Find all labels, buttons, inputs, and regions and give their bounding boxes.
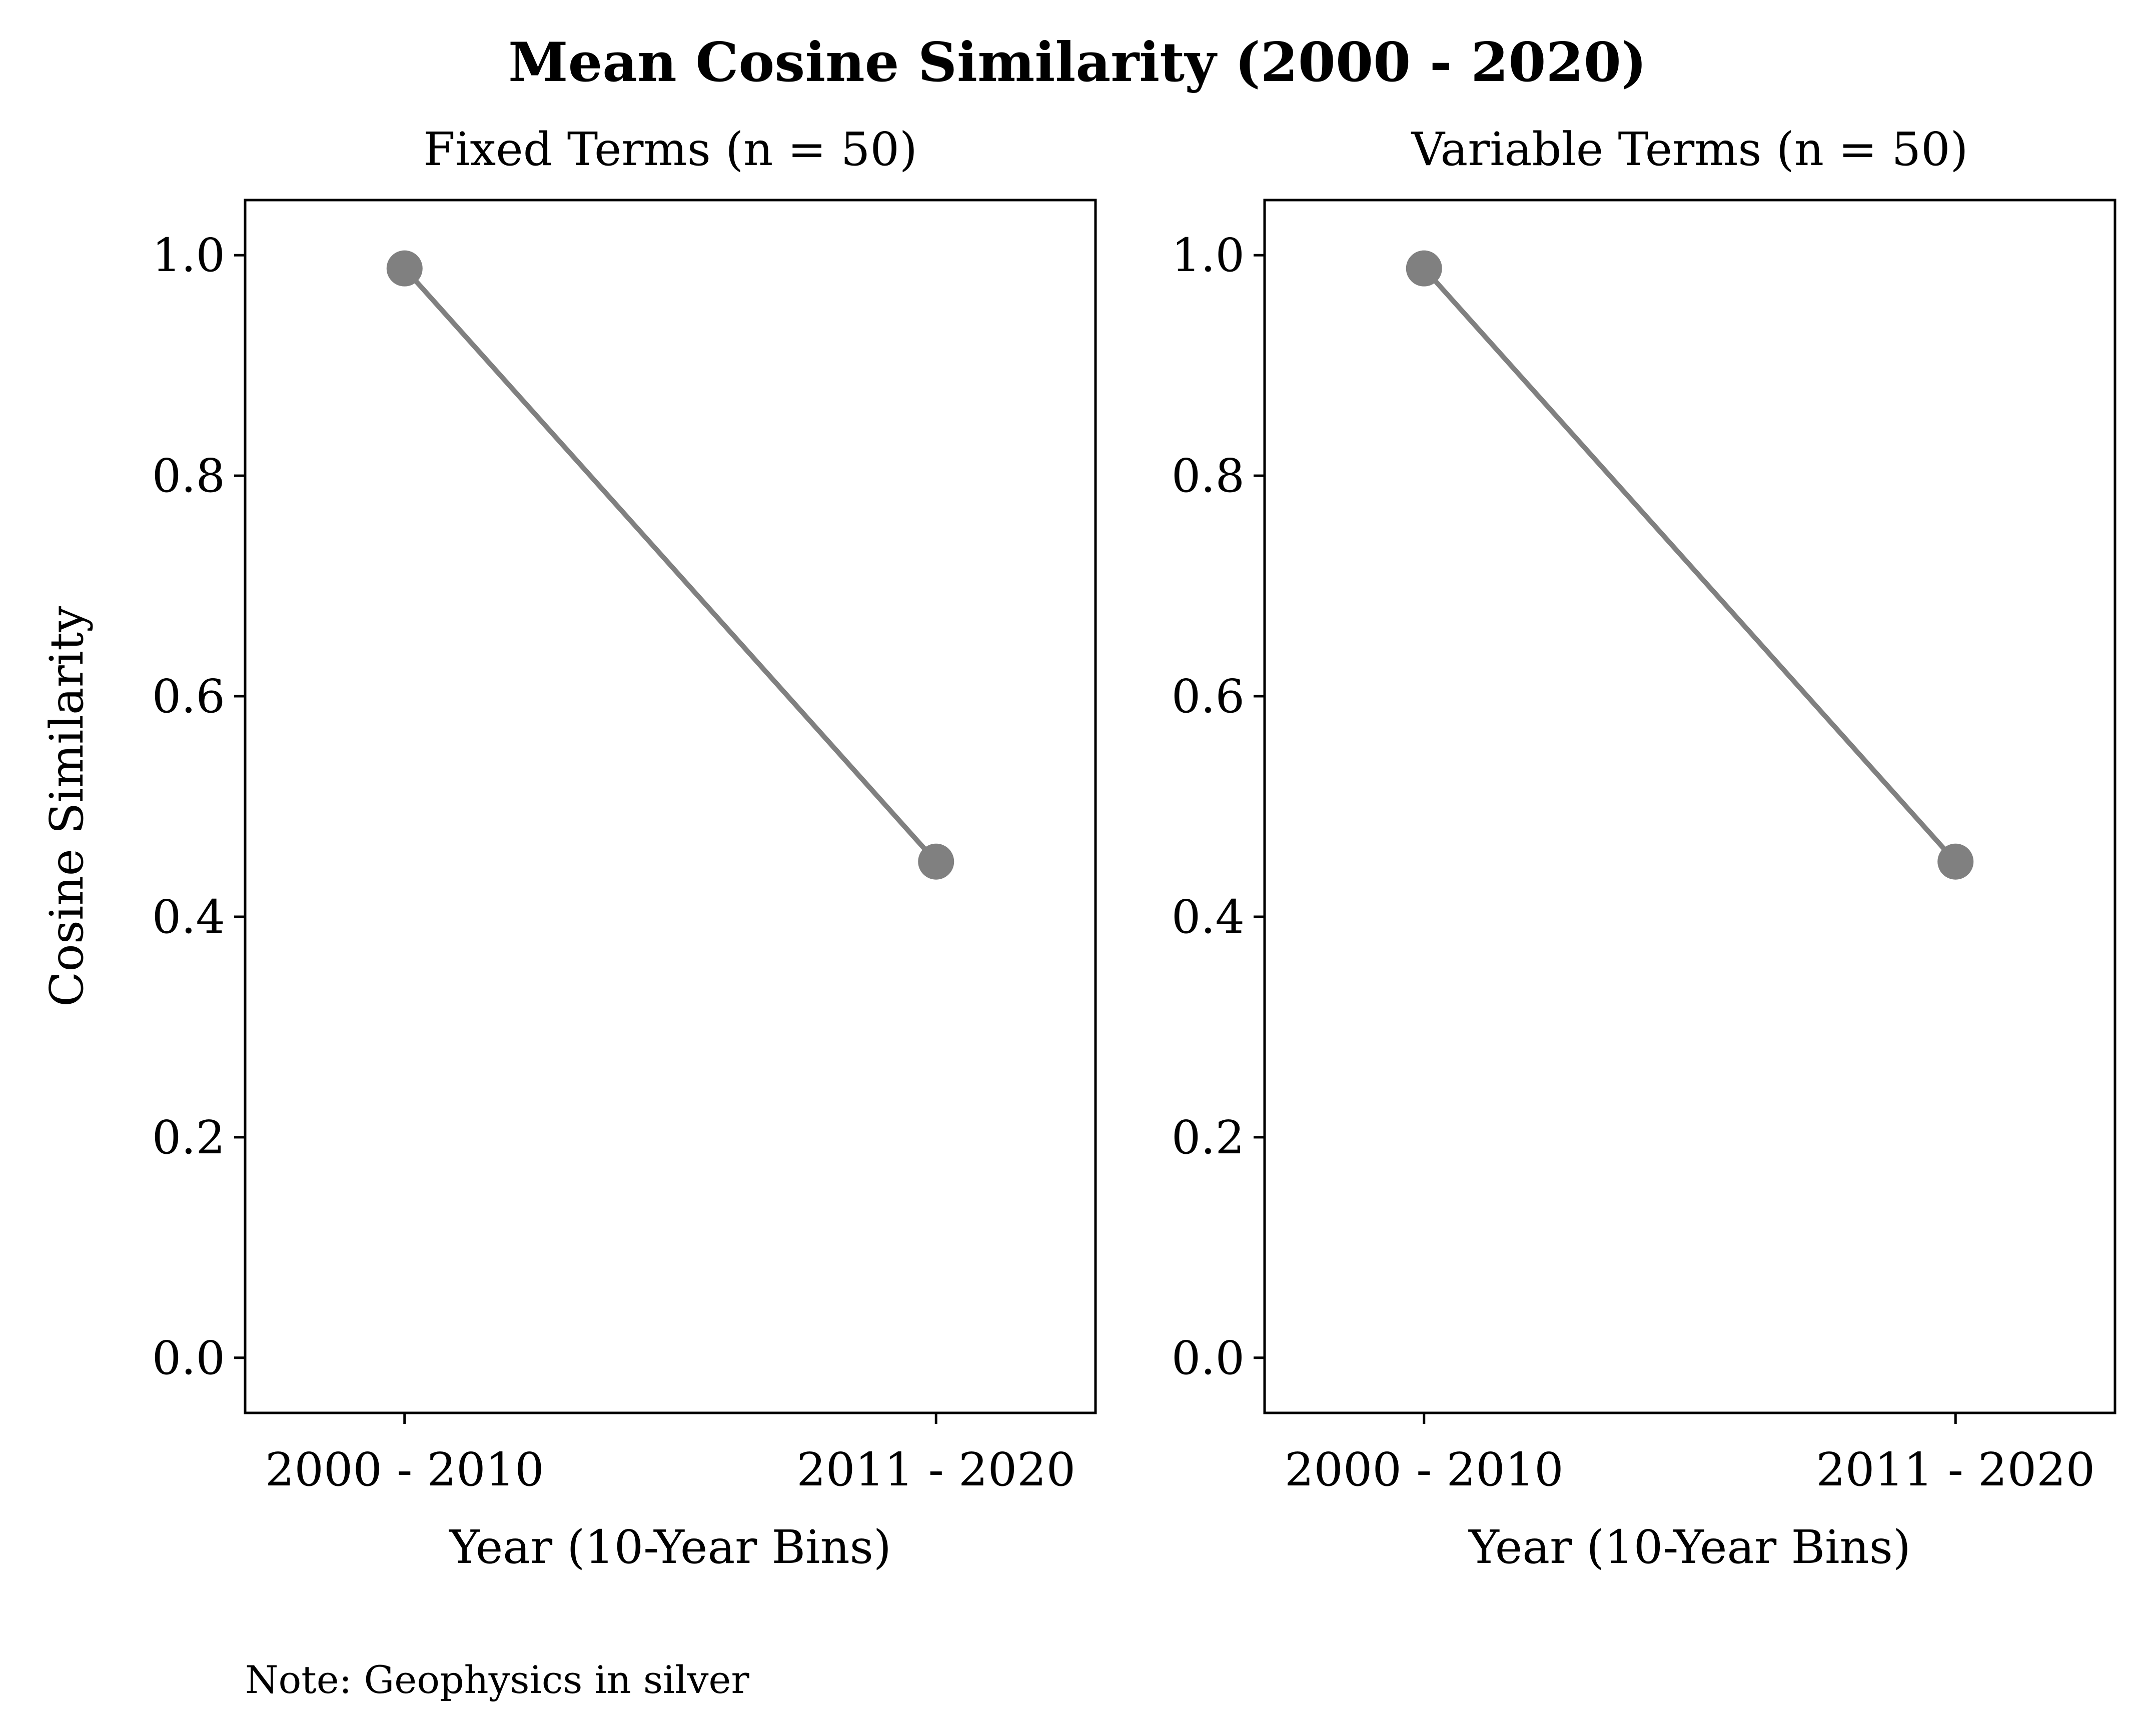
y-tick-label: 0.6 [152, 670, 225, 723]
series-line [1422, 267, 1957, 864]
x-tick-label: 2011 - 2020 [796, 1443, 1075, 1496]
y-tick-label: 0.4 [152, 890, 225, 944]
axes-frame [1263, 199, 2116, 1414]
figure-title: Mean Cosine Similarity (2000 - 2020) [508, 31, 1647, 94]
figure-note: Note: Geophysics in silver [245, 1657, 749, 1702]
x-tick-label: 2000 - 2010 [1285, 1443, 1564, 1496]
x-axis-label: Year (10-Year Bins) [1468, 1520, 1911, 1574]
y-tick-label: 0.8 [1172, 449, 1245, 503]
y-axis-label: Cosine Similarity [40, 606, 94, 1007]
y-tick-label: 1.0 [152, 229, 225, 282]
data-point [1937, 843, 1974, 880]
panel-title: Variable Terms (n = 50) [1411, 123, 1968, 176]
x-axis-label: Year (10-Year Bins) [448, 1520, 891, 1574]
data-point [918, 843, 954, 880]
chart-panel-1: Fixed Terms (n = 50) 0.0 0.2 0.4 0.6 0.8 1.0 20… [40, 123, 1097, 1574]
x-tick-label: 2000 - 2010 [265, 1443, 544, 1496]
chart-panel-2: Variable Terms (n = 50) 0.0 0.2 0.4 0.6 0.8 1.… [1172, 123, 2116, 1574]
series-line [403, 267, 938, 864]
y-tick-label: 0.0 [1172, 1331, 1245, 1385]
y-tick-label: 0.8 [152, 449, 225, 503]
y-tick-label: 0.4 [1172, 890, 1245, 944]
data-point [1406, 250, 1442, 287]
y-tick-label: 0.0 [152, 1331, 225, 1385]
y-tick-label: 0.2 [1172, 1111, 1245, 1164]
y-tick-label: 0.2 [152, 1111, 225, 1164]
y-tick-label: 1.0 [1172, 229, 1245, 282]
axes-frame [244, 199, 1097, 1414]
chart-panels: Fixed Terms (n = 50) 0.0 0.2 0.4 0.6 0.8 1.0 20… [40, 123, 2116, 1574]
x-tick-label: 2011 - 2020 [1816, 1443, 2095, 1496]
data-point [386, 250, 423, 287]
y-tick-label: 0.6 [1172, 670, 1245, 723]
panel-title: Fixed Terms (n = 50) [423, 123, 917, 176]
